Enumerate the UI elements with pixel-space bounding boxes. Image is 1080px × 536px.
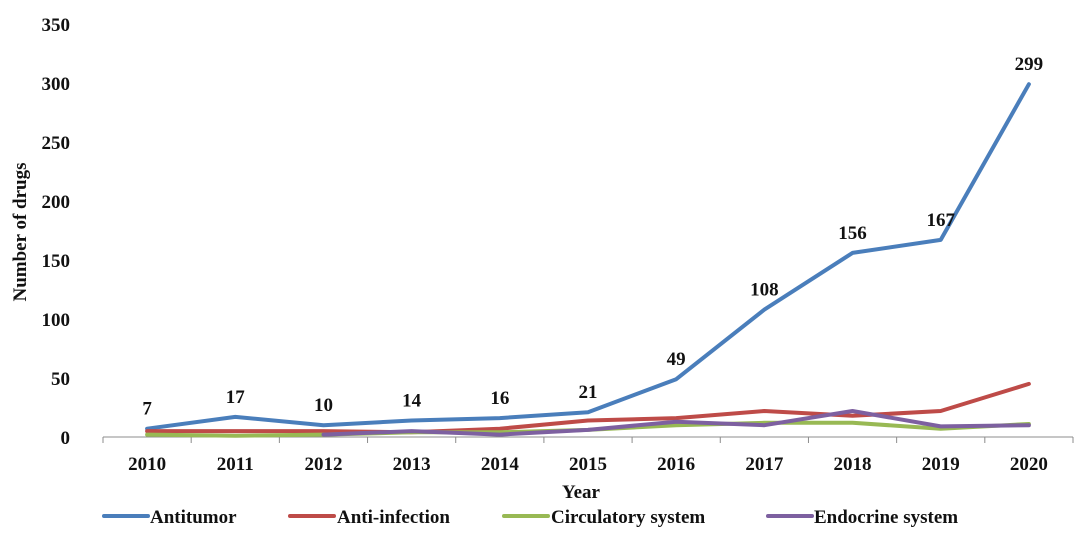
y-tick-label: 150 <box>42 251 71 272</box>
data-label: 10 <box>314 395 333 416</box>
x-tick-label: 2019 <box>922 454 960 475</box>
x-tick-label: 2012 <box>304 454 342 475</box>
y-tick-label: 0 <box>61 428 71 449</box>
data-labels: 7 17 10 14 16 21 49 108 156 167 299 <box>142 54 1043 420</box>
y-tick-label: 300 <box>42 74 71 95</box>
x-tick-label: 2010 <box>128 454 166 475</box>
y-axis-title: Number of drugs <box>10 163 31 302</box>
series-lines <box>145 82 1031 438</box>
x-tick-label: 2018 <box>834 454 872 475</box>
x-tick-label: 2020 <box>1010 454 1048 475</box>
x-tick-label: 2014 <box>481 454 520 475</box>
x-axis-title: Year <box>562 482 601 503</box>
data-label: 21 <box>579 382 598 403</box>
y-tick-label: 200 <box>42 192 71 213</box>
data-label: 17 <box>226 387 246 408</box>
legend-label: Endocrine system <box>814 507 958 528</box>
x-tick-label: 2017 <box>745 454 784 475</box>
y-tick-label: 50 <box>51 369 70 390</box>
data-label: 299 <box>1015 54 1044 75</box>
legend: Antitumor Anti-infection Circulatory syste… <box>102 507 958 528</box>
legend-label: Anti-infection <box>337 507 450 528</box>
series-line-endocrine-system <box>321 409 1031 437</box>
y-tick-label: 350 <box>42 15 71 36</box>
x-axis: 2010 2011 2012 2013 2014 2015 2016 2017 2018 2019… <box>102 436 1074 475</box>
y-tick-label: 250 <box>42 133 71 154</box>
data-label: 108 <box>750 280 779 301</box>
x-tick-label: 2011 <box>217 454 254 475</box>
data-label: 49 <box>667 349 686 370</box>
legend-item-antitumor: Antitumor <box>102 507 237 528</box>
series-line-antitumor <box>145 82 1031 431</box>
data-label: 167 <box>926 210 955 231</box>
x-tick-label: 2015 <box>569 454 607 475</box>
legend-item-endocrine-system: Endocrine system <box>766 507 958 528</box>
data-label: 156 <box>838 223 867 244</box>
x-tick-label: 2013 <box>393 454 431 475</box>
legend-label: Circulatory system <box>551 507 705 528</box>
data-label: 14 <box>402 390 422 411</box>
legend-item-anti-infection: Anti-infection <box>288 507 450 528</box>
x-tick-label: 2016 <box>657 454 695 475</box>
y-axis: 0 50 100 150 200 250 300 350 <box>42 15 71 449</box>
legend-item-circulatory-system: Circulatory system <box>502 507 705 528</box>
y-tick-label: 100 <box>42 310 71 331</box>
legend-label: Antitumor <box>150 507 237 528</box>
data-label: 7 <box>142 399 152 420</box>
data-label: 16 <box>490 388 509 409</box>
